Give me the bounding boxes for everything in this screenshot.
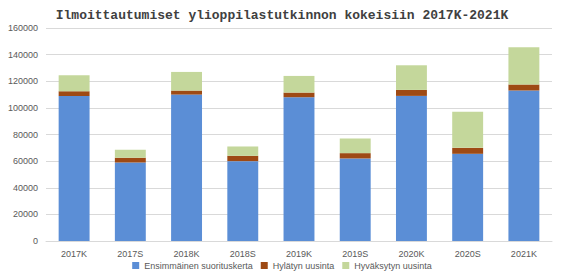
svg-text:Ensimmäinen suorituskerta: Ensimmäinen suorituskerta: [144, 261, 253, 271]
svg-text:20000: 20000: [13, 209, 38, 219]
svg-text:2019K: 2019K: [286, 249, 312, 259]
svg-text:2017S: 2017S: [117, 249, 143, 259]
svg-text:60000: 60000: [13, 156, 38, 166]
svg-text:80000: 80000: [13, 130, 38, 140]
svg-text:100000: 100000: [8, 103, 38, 113]
svg-text:2017K: 2017K: [61, 249, 87, 259]
svg-text:2020S: 2020S: [455, 249, 481, 259]
svg-text:120000: 120000: [8, 76, 38, 86]
svg-text:0: 0: [33, 236, 38, 246]
svg-text:40000: 40000: [13, 183, 38, 193]
svg-text:2018K: 2018K: [174, 249, 200, 259]
svg-text:Hylätyn uusinta: Hylätyn uusinta: [273, 261, 335, 271]
svg-text:140000: 140000: [8, 50, 38, 60]
svg-text:2019S: 2019S: [342, 249, 368, 259]
svg-text:Hyväksytyn uusinta: Hyväksytyn uusinta: [354, 261, 432, 271]
svg-text:2018S: 2018S: [230, 249, 256, 259]
svg-text:160000: 160000: [8, 23, 38, 33]
svg-text:2021K: 2021K: [511, 249, 537, 259]
svg-text:2020K: 2020K: [398, 249, 424, 259]
svg-text:Ilmoittautumiset ylioppilastut: Ilmoittautumiset ylioppilastutkinnon kok…: [56, 8, 509, 23]
